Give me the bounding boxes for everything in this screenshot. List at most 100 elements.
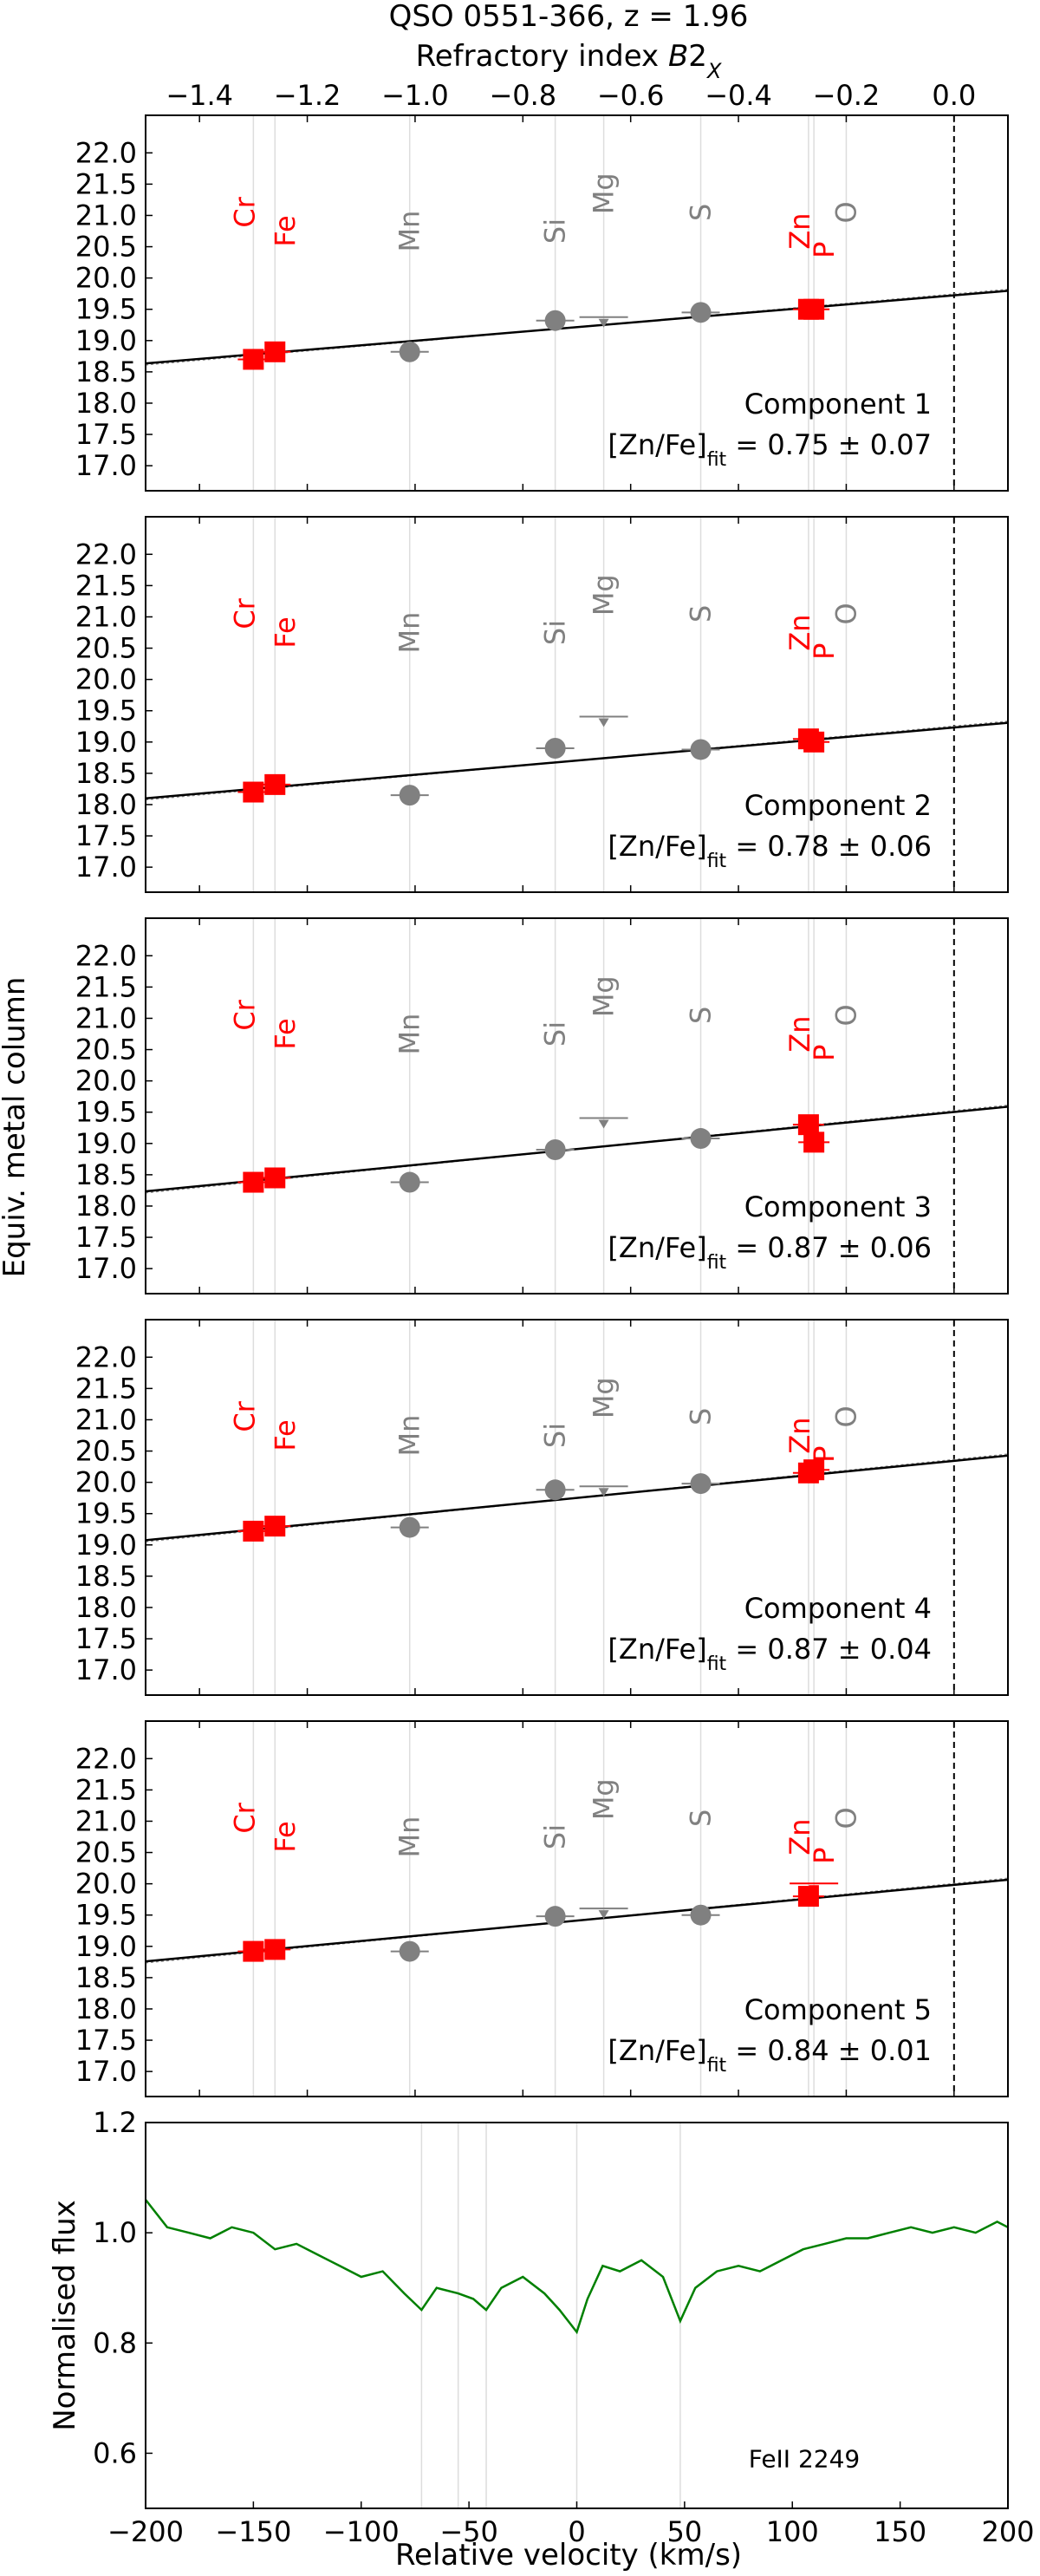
- y-tick-label: 19.0: [75, 324, 137, 357]
- data-point-s: [690, 1128, 712, 1150]
- panel-frame: [145, 114, 1009, 492]
- x-tick-label: 150: [874, 2515, 926, 2548]
- data-point-fe: [264, 773, 286, 795]
- data-point-mg: [598, 1119, 609, 1129]
- fit-result-label: [Zn/Fe]fit = 0.78 ± 0.06: [608, 830, 932, 872]
- y-tick-label: 17.5: [75, 2024, 137, 2057]
- top-axis-tick-label: −0.8: [489, 79, 556, 112]
- element-label-mg: Mg: [588, 1778, 621, 1820]
- x-tick-label: 0: [568, 2515, 585, 2548]
- element-label-p: P: [808, 1446, 841, 1463]
- y-tick-label: 18.5: [75, 1158, 137, 1191]
- x-tick-label: −150: [215, 2515, 291, 2548]
- y-tick-label: 17.0: [75, 1252, 137, 1285]
- metal-panel-3: 17.017.518.018.519.019.520.020.521.021.5…: [75, 917, 1009, 1295]
- element-label-si: Si: [539, 1824, 572, 1849]
- x-tick-label: −200: [107, 2515, 184, 2548]
- spectrum-panel: 0.6 0.8 1.0 1.2 −200 −150 −100 −50 0 50 100 150 200 F…: [48, 2106, 1035, 2573]
- data-point-mn: [399, 1940, 420, 1962]
- fit-result-value: = 0.75 ± 0.07: [726, 428, 932, 461]
- fit-result-value: = 0.84 ± 0.01: [726, 2034, 932, 2067]
- metal-panel-2: 17.017.518.018.519.019.520.020.521.021.5…: [75, 516, 1009, 893]
- data-point-p: [809, 1885, 820, 1895]
- element-label-zn: Zn: [783, 1417, 816, 1453]
- element-label-mn: Mn: [393, 1816, 426, 1858]
- data-point-mg: [598, 718, 609, 727]
- x-tick-label: −50: [439, 2515, 498, 2548]
- element-label-si: Si: [539, 218, 572, 244]
- y-tick-label: 18.0: [75, 1591, 137, 1624]
- element-label-o: O: [829, 1807, 862, 1829]
- fit-result-label: [Zn/Fe]fit = 0.87 ± 0.06: [608, 1231, 932, 1274]
- y-tick-label: 21.0: [75, 1403, 137, 1436]
- element-label-mg: Mg: [588, 173, 621, 214]
- fit-line: [145, 721, 1009, 799]
- data-point-s: [690, 1473, 712, 1495]
- data-point-si: [544, 1906, 566, 1927]
- fit-result-value: = 0.78 ± 0.06: [726, 830, 932, 863]
- top-axis-tick-label: −1.2: [274, 79, 341, 112]
- fit-result-subscript: fit: [707, 850, 727, 871]
- y-tick-label: 21.0: [75, 1804, 137, 1837]
- y-tick-label: 19.0: [75, 1127, 137, 1160]
- top-axis-label-number: 2: [688, 39, 707, 74]
- data-point-si: [544, 1139, 566, 1161]
- data-point-cr: [243, 1940, 264, 1962]
- top-axis-label-text: Refractory index: [416, 39, 668, 74]
- element-label-o: O: [829, 201, 862, 223]
- y-tick-label: 19.5: [75, 1497, 137, 1530]
- element-label-fe: Fe: [269, 1018, 302, 1049]
- flux-spectrum-line: [145, 2199, 1009, 2335]
- element-label-zn: Zn: [783, 614, 816, 650]
- y-tick-label: 18.5: [75, 1961, 137, 1994]
- element-label-si: Si: [539, 1021, 572, 1047]
- y-tick-label: 20.0: [75, 663, 137, 696]
- panel-frame: [145, 2122, 1009, 2509]
- fit-result-value: = 0.87 ± 0.04: [726, 1633, 932, 1666]
- y-tick-label: 19.5: [75, 293, 137, 326]
- top-axis-tick-label: 0.0: [932, 79, 976, 112]
- data-point-mn: [399, 1516, 420, 1538]
- y-tick-label: 18.0: [75, 1992, 137, 2025]
- data-point-mg: [598, 318, 609, 328]
- element-label-s: S: [685, 605, 718, 623]
- fit-result-subscript: fit: [707, 2054, 727, 2076]
- y-tick-label: 20.0: [75, 1868, 137, 1901]
- x-tick-label: −100: [323, 2515, 400, 2548]
- element-label-p: P: [808, 242, 841, 258]
- element-label-si: Si: [539, 1423, 572, 1448]
- element-label-o: O: [829, 1004, 862, 1026]
- y-tick-label: 1.2: [93, 2106, 137, 2139]
- y-tick-label: 19.0: [75, 1930, 137, 1963]
- data-point-zn: [797, 1114, 819, 1136]
- data-point-fe: [264, 1516, 286, 1537]
- element-label-cr: Cr: [228, 1802, 261, 1833]
- panel-frame: [145, 1720, 1009, 2097]
- y-tick-label: 22.0: [75, 939, 137, 972]
- data-point-p: [803, 298, 825, 320]
- y-tick-label: 17.0: [75, 851, 137, 884]
- data-point-s: [690, 302, 712, 323]
- data-point-si: [544, 738, 566, 760]
- spectrum-y-axis-label: Normalised flux: [48, 2200, 82, 2431]
- top-axis-tick-label: −1.0: [381, 79, 449, 112]
- y-tick-label: 19.5: [75, 1096, 137, 1129]
- fit-result-subscript: fit: [707, 1653, 727, 1674]
- fit-result-value: = 0.87 ± 0.06: [726, 1231, 932, 1264]
- y-tick-label: 19.5: [75, 695, 137, 727]
- element-label-cr: Cr: [228, 597, 261, 629]
- y-tick-label: 19.0: [75, 726, 137, 759]
- y-tick-label: 20.5: [75, 1034, 137, 1066]
- y-tick-label: 17.5: [75, 1221, 137, 1254]
- data-point-p: [803, 1131, 825, 1153]
- element-label-cr: Cr: [228, 1400, 261, 1431]
- y-tick-label: 21.0: [75, 1001, 137, 1034]
- fit-result-label: [Zn/Fe]fit = 0.75 ± 0.07: [608, 428, 932, 471]
- y-tick-label: 22.0: [75, 1340, 137, 1373]
- y-tick-label: 18.5: [75, 757, 137, 790]
- element-label-fe: Fe: [269, 1821, 302, 1852]
- component-label: Component 4: [744, 1592, 932, 1625]
- element-label-o: O: [829, 1405, 862, 1427]
- fit-result-label: [Zn/Fe]fit = 0.84 ± 0.01: [608, 2034, 932, 2077]
- data-point-s: [690, 1904, 712, 1926]
